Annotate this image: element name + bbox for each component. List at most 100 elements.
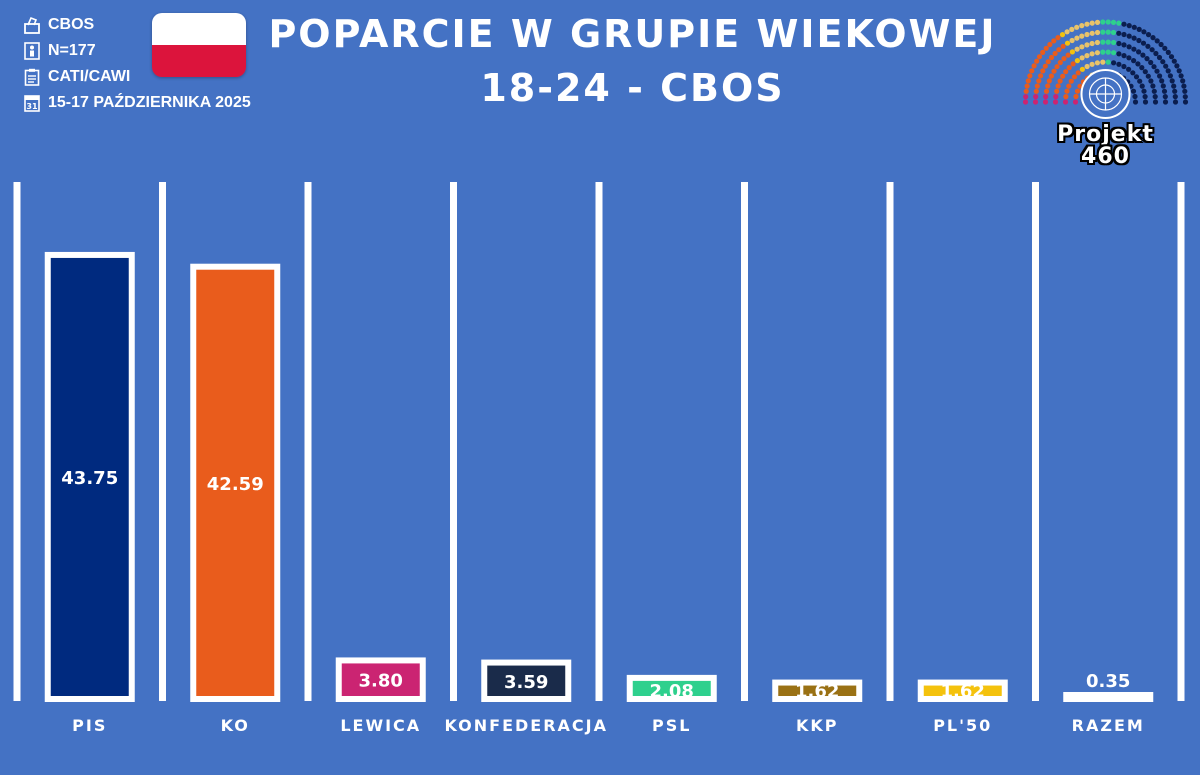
seat-dot [1023, 88, 1029, 94]
seat-dot [1094, 60, 1100, 66]
meta-sample: N=177 [48, 42, 96, 59]
category-label-5: KKP [796, 716, 839, 735]
grid-line-0 [13, 182, 21, 701]
value-label-2: 3.80 [359, 671, 403, 692]
seat-dot [1131, 46, 1137, 52]
seat-dot [1181, 83, 1187, 89]
seat-dot [1048, 54, 1055, 61]
seat-dot [1073, 93, 1079, 100]
seat-dot [1064, 88, 1070, 94]
seat-dot [1142, 94, 1148, 100]
seat-dot [1025, 78, 1031, 84]
seat-dot [1150, 83, 1156, 89]
category-label-2: LEWICA [340, 716, 421, 735]
seat-dot [1171, 58, 1177, 64]
calendar-icon: 31 [24, 95, 40, 112]
seat-dot [1162, 99, 1169, 105]
seat-dot [1105, 19, 1111, 25]
seat-dot [1131, 35, 1137, 41]
seat-dot [1033, 94, 1039, 100]
seat-dot [1043, 45, 1049, 51]
category-label-0: PIS [72, 716, 107, 735]
bar-7 [1063, 692, 1154, 702]
seat-dot [1042, 99, 1049, 105]
seat-dot [1079, 23, 1085, 29]
bar-0 [44, 251, 135, 702]
seat-dot [1100, 19, 1106, 25]
meta-date-row: 31 15-17 PAŹDZIERNIKA 2025 [24, 90, 251, 116]
seat-dot [1116, 51, 1122, 57]
seat-dot [1182, 94, 1188, 100]
seat-dot [1040, 68, 1046, 74]
seat-dot [1126, 66, 1132, 72]
seat-dot [1077, 83, 1083, 89]
bar-2 [335, 657, 426, 702]
seat-dot [1160, 59, 1166, 65]
seat-dot [1162, 45, 1168, 51]
seat-dot [1057, 59, 1063, 66]
seat-dot [1032, 99, 1039, 105]
seat-dot [1074, 35, 1080, 41]
value-label-7: 0.35 [1086, 671, 1130, 692]
seat-dot [1029, 68, 1035, 74]
seat-dot [1045, 83, 1051, 89]
seat-dot [1053, 94, 1059, 100]
seat-dot [1089, 30, 1095, 36]
value-label-6: 1.62 [941, 681, 985, 702]
seat-dot [1084, 53, 1090, 59]
seat-dot [1042, 63, 1048, 69]
seat-dot [1142, 69, 1148, 75]
seat-dot [1162, 94, 1168, 100]
logo-text-line1: Projekt [1057, 122, 1154, 147]
seat-dot [1033, 88, 1039, 94]
seat-dot [1172, 99, 1179, 105]
globe-emblem-icon [1080, 69, 1131, 119]
seat-dot [1148, 78, 1154, 84]
seat-dot [1072, 99, 1079, 105]
seat-dot [1140, 52, 1146, 58]
ballot-box-icon [24, 16, 40, 34]
seat-dot [1047, 41, 1053, 48]
seat-dot [1135, 61, 1141, 67]
seat-dot [1031, 63, 1037, 69]
seat-dot [1169, 78, 1175, 84]
seat-dot [1180, 78, 1186, 84]
seat-dot [1158, 41, 1164, 48]
parliament-seats-graphic [1022, 19, 1189, 119]
seat-dot [1141, 88, 1147, 94]
seat-dot [1144, 56, 1150, 62]
seat-dot [1074, 46, 1080, 52]
seat-dot [1136, 37, 1142, 44]
seat-dot [1116, 61, 1122, 67]
seat-dot [1066, 65, 1072, 71]
seat-dot [1074, 88, 1081, 94]
seat-dot [1132, 93, 1138, 100]
seat-dot [1075, 70, 1081, 76]
seat-dot [1089, 51, 1095, 57]
seat-dot [1152, 94, 1158, 100]
meta-source: CBOS [48, 16, 95, 33]
seat-dot [1084, 21, 1090, 27]
seat-dot [1071, 74, 1078, 80]
parliament-logo: Projekt 460 [1018, 12, 1193, 172]
seat-dot [1105, 29, 1111, 35]
seat-dot [1061, 56, 1067, 62]
seat-dot [1055, 83, 1061, 89]
seat-dot [1052, 99, 1059, 105]
seat-dot [1062, 99, 1069, 105]
seat-dot [1151, 88, 1157, 94]
seat-dot [1159, 78, 1165, 84]
seat-dot [1094, 19, 1101, 25]
grid-line-1 [159, 182, 166, 701]
seat-dot [1126, 23, 1132, 29]
seat-dot [1126, 55, 1132, 61]
seat-dot [1154, 38, 1160, 44]
seat-dot [1089, 61, 1095, 67]
seat-dot [1174, 63, 1180, 69]
seat-dot [1128, 83, 1134, 89]
seat-dot [1121, 63, 1127, 70]
grid-line-4 [595, 182, 603, 701]
seat-dot [1132, 99, 1139, 105]
seat-dot [1045, 59, 1051, 65]
